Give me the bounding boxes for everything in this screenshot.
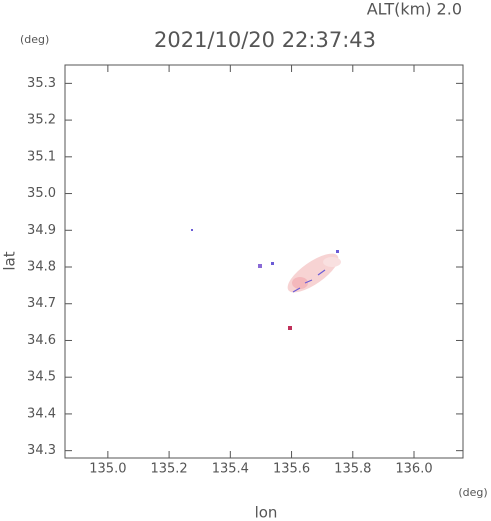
y-tick-label: 35.0 <box>27 186 56 201</box>
y-tick-label: 34.3 <box>27 443 56 458</box>
echo-dot <box>271 262 274 265</box>
y-tick-label: 35.2 <box>27 113 56 128</box>
y-tick-label: 34.5 <box>27 370 56 385</box>
chart-title: 2021/10/20 22:37:43 <box>154 28 376 52</box>
echo-dot <box>191 229 193 231</box>
y-tick-label: 34.8 <box>27 260 56 275</box>
x-tick-label: 135.8 <box>334 462 371 477</box>
echo-edge <box>292 269 326 293</box>
x-tick-label: 135.0 <box>89 462 126 477</box>
x-tick-label: 135.4 <box>212 462 249 477</box>
radar-echo <box>191 229 341 330</box>
y-tick-label: 34.4 <box>27 406 56 421</box>
echo-dot <box>288 326 292 330</box>
y-unit: (deg) <box>20 33 49 46</box>
x-tick-label: 135.2 <box>150 462 187 477</box>
echo-dot <box>258 264 262 268</box>
y-tick-label: 35.1 <box>27 149 56 164</box>
echo-dot <box>336 250 339 253</box>
y-tick-label: 35.3 <box>27 76 56 91</box>
echo-core <box>292 277 308 289</box>
x-tick-label: 135.6 <box>273 462 310 477</box>
y-tick-label: 34.9 <box>27 223 56 238</box>
echo-area <box>323 257 341 267</box>
x-axis-label: lon <box>255 504 278 521</box>
echo-area <box>287 253 339 293</box>
y-tick-label: 34.7 <box>27 296 56 311</box>
y-axis-label: lat <box>1 251 19 270</box>
plot-frame <box>64 64 464 459</box>
x-unit: (deg) <box>458 486 487 499</box>
y-tick-label: 34.6 <box>27 333 56 348</box>
altitude-label: ALT(km) 2.0 <box>367 0 462 19</box>
x-tick-label: 136.0 <box>395 462 432 477</box>
